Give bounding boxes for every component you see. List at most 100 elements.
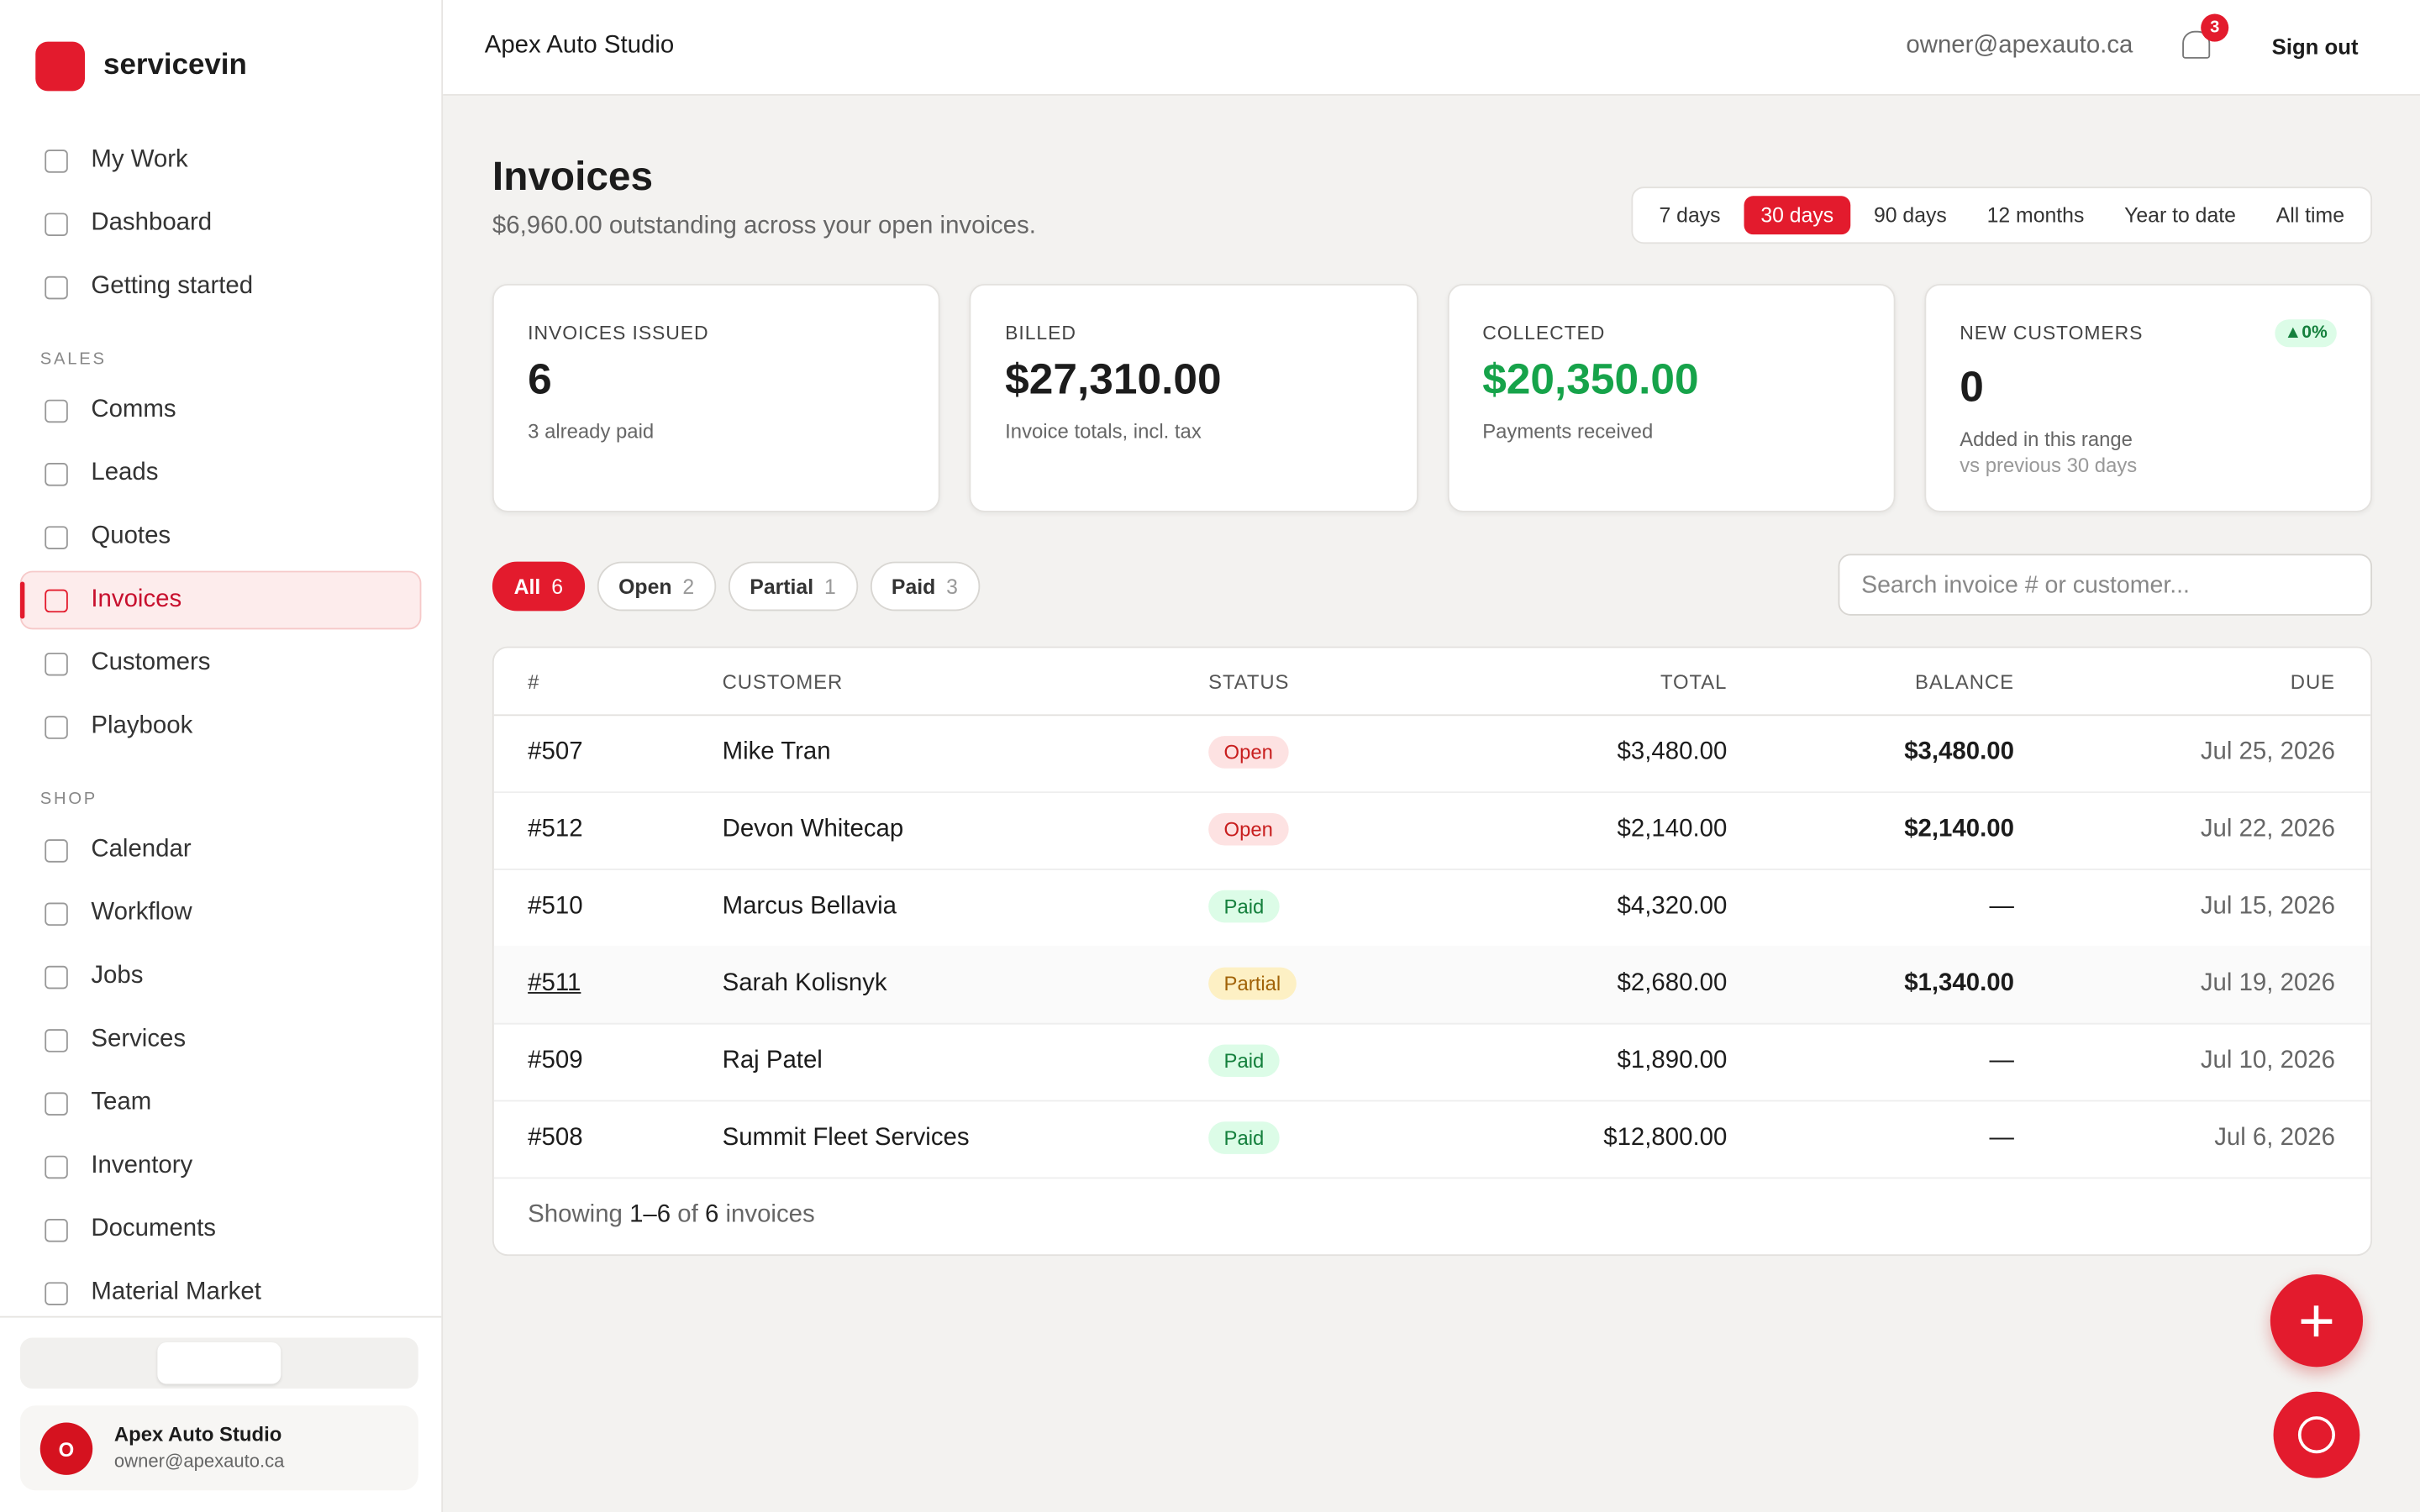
status-pill: Open xyxy=(1208,812,1289,846)
filter-chip[interactable]: Open 2 xyxy=(597,561,716,612)
help-button[interactable] xyxy=(2273,1391,2360,1478)
nav-icon xyxy=(45,902,68,927)
add-button[interactable] xyxy=(2270,1274,2364,1368)
nav-item[interactable]: Playbook xyxy=(20,697,422,756)
search-input[interactable]: Search invoice # or customer... xyxy=(1838,554,2373,616)
user-card[interactable]: O Apex Auto Studio owner@apexauto.ca xyxy=(19,1405,418,1491)
business-name: Apex Auto Studio xyxy=(484,32,675,59)
nav-item[interactable]: Services xyxy=(20,1011,422,1069)
brand[interactable]: servicevin xyxy=(35,41,247,92)
nav-label: Documents xyxy=(91,1215,217,1242)
card-note: vs previous 30 days xyxy=(1960,454,2138,477)
due-date: Jul 22, 2026 xyxy=(2200,816,2335,843)
table-row[interactable]: #508 Summit Fleet Services Paid $12,800.00 —… xyxy=(493,1100,2371,1179)
table-row[interactable]: #510 Marcus Bellavia Paid $4,320.00 — Jul 15,… xyxy=(493,869,2371,948)
table-row[interactable]: #507 Mike Tran Open $3,480.00 $3,480.00 Jul 2… xyxy=(493,714,2371,794)
filter-chip[interactable]: Paid 3 xyxy=(870,561,980,612)
nav-item[interactable]: Leads xyxy=(20,444,422,503)
nav-item[interactable]: Jobs xyxy=(20,948,422,1006)
range-option[interactable]: 30 days xyxy=(1744,196,1851,235)
nav-item[interactable]: Comms xyxy=(20,381,422,440)
nav-icon xyxy=(45,1282,68,1305)
nav-item[interactable]: Calendar xyxy=(20,821,422,879)
filter-label: Partial xyxy=(750,575,814,598)
filters: All 6 Open 2 Partial 1 Paid 3 xyxy=(492,561,980,612)
footer-text: invoices xyxy=(725,1201,815,1229)
nav-item[interactable]: Customers xyxy=(20,634,422,693)
range-option[interactable]: Year to date xyxy=(2124,203,2236,228)
brand-name: servicevin xyxy=(103,49,247,82)
due-date: Jul 6, 2026 xyxy=(2214,1124,2335,1152)
nav-item[interactable]: Workflow xyxy=(20,884,422,942)
table-footer: Showing 1–6 of 6 invoices xyxy=(528,1202,815,1230)
range-option[interactable]: All time xyxy=(2275,203,2345,228)
status-cell: Partial xyxy=(1208,967,1297,1000)
status-cell: Paid xyxy=(1208,1044,1280,1078)
nav-label: Customers xyxy=(91,649,211,676)
notifications[interactable] xyxy=(2182,30,2211,59)
nav-icon xyxy=(45,526,68,549)
total: $12,800.00 xyxy=(1603,1124,1728,1152)
nav-item[interactable]: Documents xyxy=(20,1200,422,1259)
range-option[interactable]: 7 days xyxy=(1659,203,1721,228)
nav-label: Leads xyxy=(91,459,159,486)
filter-chip[interactable]: Partial 1 xyxy=(728,561,858,612)
status-cell: Open xyxy=(1208,812,1289,846)
sign-out[interactable]: Sign out xyxy=(2271,34,2359,59)
status-cell: Paid xyxy=(1208,890,1280,923)
nav-icon xyxy=(45,213,68,237)
table-row[interactable]: #509 Raj Patel Paid $1,890.00 — Jul 10, 2026 xyxy=(493,1023,2371,1102)
nav-item[interactable]: Invoices xyxy=(19,570,422,630)
table-row[interactable]: #511 Sarah Kolisnyk Partial $2,680.00 $1,340… xyxy=(493,945,2371,1025)
system-theme[interactable] xyxy=(157,1341,281,1384)
stat-card: NEW CUSTOMERS ▲0% 0 Added in this range vs p… xyxy=(1923,283,2373,512)
customer: Devon Whitecap xyxy=(722,816,904,843)
nav-item[interactable]: Material Market xyxy=(20,1263,422,1315)
filter-label: Open xyxy=(618,575,672,598)
due-date: Jul 19, 2026 xyxy=(2200,970,2335,997)
customer: Summit Fleet Services xyxy=(722,1124,970,1152)
invoice-number: #512 xyxy=(528,816,583,843)
card-value: 6 xyxy=(528,354,552,403)
range-option[interactable]: 12 months xyxy=(1986,203,2085,228)
stat-card: COLLECTED $20,350.00 Payments received xyxy=(1446,283,1896,512)
section-title: SALES xyxy=(39,349,107,369)
range-option[interactable]: 90 days xyxy=(1873,203,1947,228)
nav-label: Quotes xyxy=(91,522,171,549)
nav-icon xyxy=(45,399,68,423)
stat-card: INVOICES ISSUED 6 3 already paid xyxy=(492,283,941,512)
total: $3,480.00 xyxy=(1617,738,1728,766)
nav-item[interactable]: Getting started xyxy=(20,258,422,317)
nav-icon xyxy=(45,1155,68,1179)
invoice-number: #511 xyxy=(528,970,581,997)
light-theme[interactable] xyxy=(24,1342,148,1384)
nav-label: Calendar xyxy=(91,836,192,863)
section-title: SHOP xyxy=(39,790,98,809)
card-note: Added in this range xyxy=(1960,427,2133,451)
table-row[interactable]: #512 Devon Whitecap Open $2,140.00 $2,140.00… xyxy=(493,791,2371,870)
dark-theme[interactable] xyxy=(290,1342,413,1384)
total: $2,140.00 xyxy=(1617,816,1728,843)
table-header: # CUSTOMER STATUS TOTAL BALANCE DUE xyxy=(493,648,2371,717)
nav-item[interactable]: Team xyxy=(20,1074,422,1132)
stat-cards: INVOICES ISSUED 6 3 already paid BILLED $27,… xyxy=(492,283,2373,512)
card-value: 0 xyxy=(1960,362,1984,411)
balance: $2,140.00 xyxy=(1904,816,2014,843)
nav-item[interactable]: Dashboard xyxy=(20,194,422,253)
nav-item[interactable]: Inventory xyxy=(20,1137,422,1196)
filter-chip[interactable]: All 6 xyxy=(492,561,585,612)
status-pill: Paid xyxy=(1208,1121,1280,1154)
customer: Mike Tran xyxy=(722,738,831,766)
nav-label: Comms xyxy=(91,396,176,423)
nav-item[interactable]: My Work xyxy=(20,131,422,190)
page-subtitle: $6,960.00 outstanding across your open i… xyxy=(492,213,1036,239)
card-label: INVOICES ISSUED xyxy=(528,322,709,344)
column-header: STATUS xyxy=(1208,669,1290,693)
nav-label: Getting started xyxy=(91,273,254,300)
range-selector: 7 days 30 days 90 days 12 months Year to dat… xyxy=(1631,186,2373,244)
column-header: # xyxy=(528,669,540,693)
column-header: BALANCE xyxy=(1915,669,2014,693)
nav-item[interactable]: Quotes xyxy=(20,507,422,566)
